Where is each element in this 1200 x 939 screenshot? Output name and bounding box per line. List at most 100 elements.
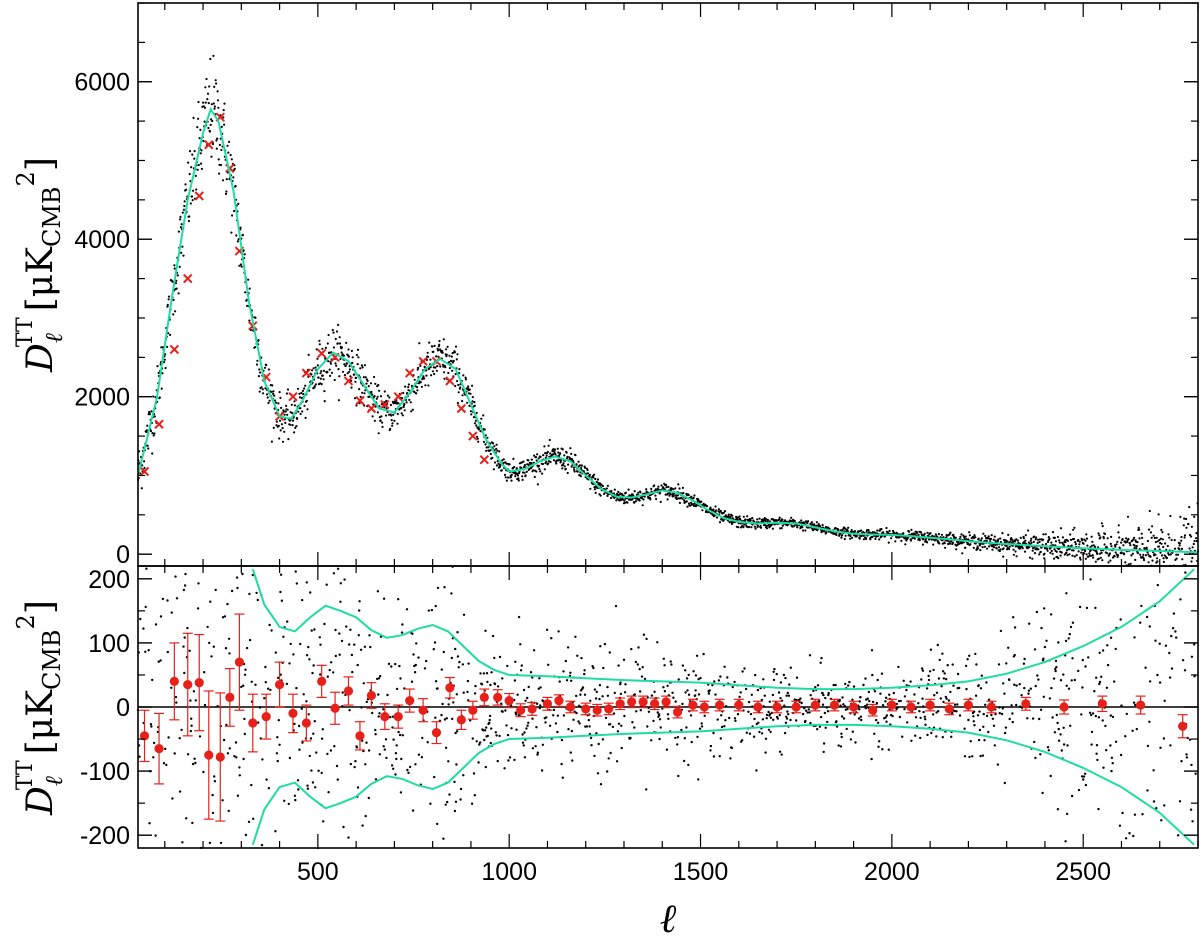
residual-dot [510,727,513,730]
residual-dot [928,670,932,673]
multipole-dot [461,394,464,397]
residual-dot [593,754,596,758]
residual-dot [712,755,716,758]
residual-dot [488,721,491,724]
residual-dot [175,701,178,704]
residual-dot [762,678,765,681]
residual-dot [288,662,291,665]
multipole-dot [1109,542,1112,546]
residual-dot [330,661,333,664]
multipole-dot [179,215,182,218]
residual-dot [166,650,169,654]
multipole-dot [1038,538,1042,541]
residual-dot [541,743,545,746]
residual-dot [1090,730,1094,734]
residual-dot [1094,714,1098,718]
binned-residual-point [1059,702,1069,712]
residual-dot [690,740,693,744]
residual-dot [683,737,686,740]
binned-residual-point [301,718,311,728]
multipole-dot [633,501,636,504]
binned-marker [393,391,403,402]
residual-dot [354,760,357,763]
multipole-dot [1139,553,1142,556]
residual-dot [646,725,649,728]
multipole-dot [1183,534,1187,537]
residual-dot [276,736,279,739]
multipole-dot [187,161,190,164]
residual-dot [138,755,141,758]
binned-marker [479,454,490,465]
multipole-dot [1072,528,1075,531]
residual-dot [902,679,905,682]
multipole-dot [714,505,717,508]
residual-dot [1148,720,1151,723]
multipole-dot [261,388,264,391]
multipole-dot [599,494,602,497]
multipole-dot [1036,538,1040,541]
multipole-dot [728,521,731,524]
residual-dot [891,714,894,718]
multipole-dot [1023,550,1027,553]
residual-dot [314,786,317,789]
multipole-dot [314,366,317,369]
residual-dot [503,767,506,770]
residual-dot [157,660,160,663]
residual-dot [993,744,996,747]
multipole-dot [513,465,516,469]
residual-dot [950,735,953,738]
residual-dot [175,597,179,600]
residual-dot [1081,658,1085,662]
multipole-dot [260,386,263,389]
multipole-dot [351,356,354,359]
multipole-dot [1053,557,1056,560]
multipole-dot [718,521,722,524]
multipole-dot [1094,545,1097,548]
multipole-dot [937,533,941,536]
multipole-dot [1153,536,1156,540]
binned-marker [204,140,214,150]
multipole-dot [363,404,366,407]
multipole-dot [1015,555,1018,558]
multipole-dot [510,473,513,476]
binned-residual-point [810,700,820,710]
multipole-dot [1042,533,1045,536]
residual-dot [935,735,938,738]
multipole-dot [239,226,242,229]
multipole-dot [502,461,505,465]
multipole-dot [988,545,991,548]
multipole-dot [1084,550,1087,553]
multipole-dot [184,183,187,186]
residual-dot [846,707,849,711]
multipole-dot [295,425,298,428]
residual-dot [581,686,585,689]
residual-dot [224,647,228,650]
multipole-dot [448,367,451,370]
multipole-dot [327,333,330,337]
residual-dot [539,704,542,707]
multipole-dot [345,362,348,365]
residual-dot [638,690,642,693]
residual-dot [574,635,577,638]
residual-dot [508,756,512,759]
residual-dot [244,833,248,837]
residual-dot [979,687,983,690]
residual-dot [159,615,163,618]
residual-dot [707,692,711,695]
multipole-dot [1179,515,1182,519]
residual-dot [777,691,781,694]
residual-dot [556,714,559,717]
residual-dot [202,770,205,774]
residual-dot [920,667,924,670]
multipole-dot [999,537,1002,540]
multipole-dot [1022,537,1025,540]
multipole-dot [316,364,319,367]
residual-dot [213,780,217,783]
residual-dot [595,732,598,735]
residual-dot [456,631,459,634]
residual-dot [569,671,572,674]
residual-dot [807,708,810,711]
multipole-dot [790,516,793,519]
residual-dot [637,646,640,649]
residual-dot [1171,627,1175,630]
